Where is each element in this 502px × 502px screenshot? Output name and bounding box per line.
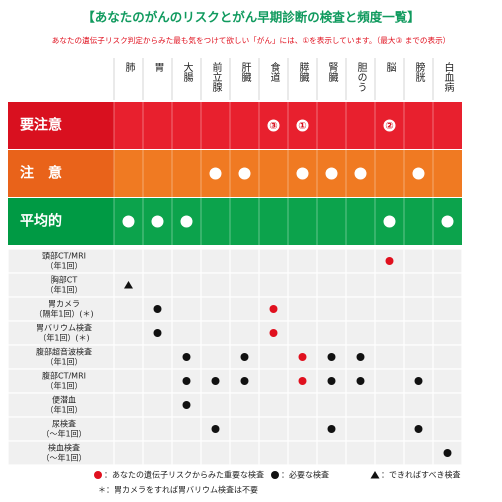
legend-symbol [94,471,102,479]
exam-row [7,392,463,418]
exam-label: 胃カメラ [48,300,80,309]
risk-label-cell [8,102,114,149]
risk-label: 要注意 [20,117,62,134]
column-header: 白血病 [442,61,454,93]
exam-dot [298,353,307,361]
legend-text: ：あなたの遺伝子リスクからみた重要な検査 [104,470,264,480]
exam-label: （年1回） [45,357,82,367]
column-header: 肺 [123,62,135,73]
exam-dot [327,425,336,433]
legend-text: ：できればすべき検査 [381,470,460,480]
exam-label: 便潜血 [52,395,76,405]
exam-dot [211,425,220,433]
exam-row [7,272,463,298]
risk-label: 平均的 [20,213,62,230]
exam-dot [356,377,365,385]
exam-label: （〜年1回） [41,453,86,463]
risk-marker [441,215,454,228]
exam-label: （年1回） [45,285,82,295]
exam-dot [211,377,220,385]
exam-triangle [124,281,133,289]
exam-label: 胃バリウム検査 [36,323,92,333]
column-header: 食道 [268,61,280,82]
exam-label: （年1回） [45,261,82,271]
column-header: 脳 [384,62,396,73]
exam-dot [385,257,394,265]
exam-dot [182,377,191,385]
risk-marker [296,119,309,132]
column-header: 胆のう [355,62,367,92]
header-row [8,54,462,102]
risk-marker [296,167,309,180]
exam-dot [269,329,278,337]
exam-dot [327,353,336,361]
risk-number: ② [385,121,393,132]
exam-dot [182,401,191,409]
exam-dot [414,425,423,433]
column-header: 胃 [152,62,163,73]
risk-label-cell [8,150,114,197]
exam-row [7,344,463,370]
exam-dot [269,305,278,313]
column-header: 肝臓 [239,62,251,83]
subtitle: あなたの遺伝子リスク判定からみた最も気をつけて欲しい「がん」には、①を表示してい… [52,35,451,45]
risk-marker [267,119,280,132]
legend-symbol [370,471,380,479]
risk-label-cell [8,198,114,245]
exam-dot [298,377,307,385]
risk-marker [354,167,367,180]
exam-label: （年1回） [45,405,82,415]
exam-row [7,320,463,346]
risk-number: ③ [269,121,277,132]
exam-dot [240,353,249,361]
exam-row [7,440,463,466]
exam-dot [327,377,336,385]
exam-dot [443,449,452,457]
risk-marker [209,167,222,180]
column-header: 前立腺 [210,61,222,93]
risk-marker [238,167,251,180]
exam-dot [414,377,423,385]
exam-dot [182,353,191,361]
legend-symbol [271,471,279,479]
risk-marker [180,215,193,228]
column-header: 膀胱 [413,61,425,83]
legend-text: ：必要な検査 [281,470,329,480]
column-header: 膵臓 [297,62,309,83]
risk-label: 注 意 [20,165,62,182]
risk-row [114,198,462,245]
risk-number: ① [298,121,306,132]
note: ＊：胃カメラをすれば胃バリウム検査は不要 [98,485,258,495]
risk-marker [412,167,425,180]
exam-label: （〜年1回） [41,429,86,439]
risk-row [114,102,462,149]
exam-label: 検血検査 [48,443,80,453]
risk-marker [122,215,135,228]
risk-marker [383,119,396,132]
risk-row [114,150,462,197]
exam-dot [240,377,249,385]
exam-label: 尿検査 [52,419,76,429]
column-header: 腎臓 [326,62,338,83]
exam-label: 胸部CT [51,275,78,285]
exam-row [7,416,463,442]
exam-label: （年1回） [45,381,82,391]
exam-label: 腹部超音波検査 [36,347,92,357]
exam-dot [356,353,365,361]
column-header: 大腸 [181,61,193,83]
exam-label: （年1回）(＊) [38,333,89,343]
risk-marker [383,215,396,228]
risk-marker [325,167,338,180]
risk-marker [151,215,164,228]
title: 【あなたのがんのリスクとがん早期診断の検査と頻度一覧】 [82,10,420,25]
exam-dot [153,305,162,313]
exam-label: （隔年1回）(＊) [34,309,93,319]
exam-dot [153,329,162,337]
exam-label: 腹部CT/MRI [42,371,86,381]
exam-label: 頭部CT/MRI [42,251,86,261]
